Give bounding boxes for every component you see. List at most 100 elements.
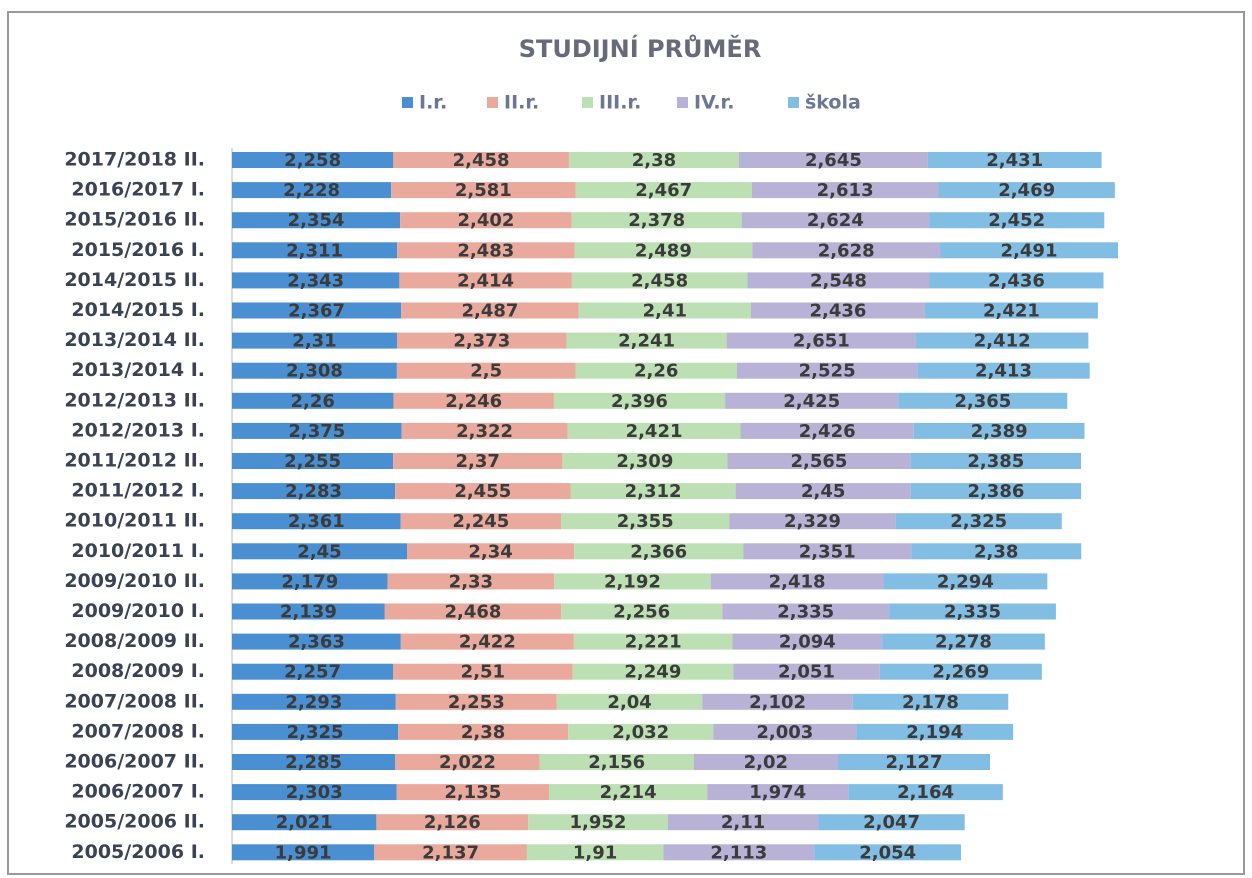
data-label: 2,294 xyxy=(937,571,994,592)
data-label: 1,952 xyxy=(570,812,627,833)
data-label: 2,335 xyxy=(777,602,834,623)
bar-segment xyxy=(741,212,930,229)
bar-segment xyxy=(232,332,398,349)
data-label: 2,418 xyxy=(769,571,826,592)
bar-segment xyxy=(396,784,550,801)
data-label: 2,022 xyxy=(439,752,496,773)
data-label: 2,373 xyxy=(453,331,510,352)
data-label: 2,628 xyxy=(818,240,875,261)
y-tick-label: 2008/2009 II. xyxy=(64,630,205,652)
data-label: 2,458 xyxy=(631,270,688,291)
y-tick-label: 2013/2014 I. xyxy=(71,359,205,381)
legend-label: I.r. xyxy=(419,92,447,114)
data-label: 2,436 xyxy=(988,270,1045,291)
data-label: 2,422 xyxy=(459,632,516,653)
bar-segment xyxy=(911,543,1082,560)
data-label: 2,309 xyxy=(616,451,673,472)
data-label: 2,458 xyxy=(453,150,510,171)
data-label: 2,257 xyxy=(284,662,341,683)
bar-segment xyxy=(924,302,1098,319)
legend-label: II.r. xyxy=(504,92,539,114)
bar-segment xyxy=(376,814,529,831)
bar-segment xyxy=(693,754,839,770)
bar-segment xyxy=(736,362,918,379)
bar-segment xyxy=(743,543,912,560)
data-label: 2,51 xyxy=(461,662,505,683)
bar-segment xyxy=(722,603,890,620)
data-label: 2,246 xyxy=(445,391,502,412)
y-tick-label: 2017/2018 II. xyxy=(64,149,205,171)
data-label: 2,032 xyxy=(612,722,669,743)
data-label: 2,312 xyxy=(625,481,682,502)
bar-segment xyxy=(561,603,723,620)
bar-segment xyxy=(571,272,748,289)
bar-segment xyxy=(397,242,575,259)
chart-title: STUDIJNÍ PRŮMĚR xyxy=(519,33,762,63)
data-label: 1,991 xyxy=(275,842,332,863)
data-label: 2,33 xyxy=(449,571,493,592)
bar-segment xyxy=(562,453,728,469)
y-tick-label: 2014/2015 II. xyxy=(64,269,205,291)
data-label: 2,34 xyxy=(468,541,512,562)
data-label: 2,245 xyxy=(452,511,509,532)
bar-segment xyxy=(889,603,1056,620)
legend-swatch xyxy=(677,97,688,108)
data-label: 2,228 xyxy=(283,180,340,201)
bar-segment xyxy=(400,633,574,650)
data-label: 2,525 xyxy=(799,361,856,382)
bar-segment xyxy=(725,392,899,409)
bar-segment xyxy=(738,152,928,168)
bar-segment xyxy=(232,663,394,680)
y-tick-label: 2015/2016 I. xyxy=(71,239,205,261)
y-tick-label: 2005/2006 I. xyxy=(71,841,205,863)
data-label: 2,5 xyxy=(470,361,502,382)
data-label: 2,303 xyxy=(286,782,343,803)
bar-segment xyxy=(927,152,1102,168)
bar-segment xyxy=(814,844,962,861)
data-label: 2,45 xyxy=(801,481,845,502)
bar-segment xyxy=(570,483,736,500)
bar-segment xyxy=(879,663,1042,680)
data-label: 2,385 xyxy=(967,451,1024,472)
data-label: 2,351 xyxy=(799,541,856,562)
bar-segment xyxy=(232,814,377,831)
y-tick-label: 2010/2011 II. xyxy=(64,510,205,532)
data-label: 2,386 xyxy=(967,481,1024,502)
y-tick-label: 2009/2010 I. xyxy=(71,600,205,622)
bar-segment xyxy=(232,633,401,650)
y-tick-label: 2006/2007 I. xyxy=(71,781,205,803)
bar-segment xyxy=(910,453,1081,469)
y-tick-label: 2011/2012 II. xyxy=(64,450,205,472)
bar-segment xyxy=(232,483,396,500)
bar-segment xyxy=(575,182,752,199)
bar-segment xyxy=(567,422,741,439)
y-tick-label: 2016/2017 I. xyxy=(71,179,205,201)
bar-segment xyxy=(726,332,917,349)
data-label: 2,414 xyxy=(457,270,514,291)
bar-segment xyxy=(232,453,394,469)
data-label: 2,192 xyxy=(604,571,661,592)
data-label: 2,194 xyxy=(906,722,963,743)
bar-segment xyxy=(574,543,744,560)
bar-segment xyxy=(929,272,1104,289)
data-label: 2,363 xyxy=(288,632,345,653)
bar-segment xyxy=(750,302,925,319)
data-label: 2,293 xyxy=(285,692,342,713)
data-label: 2,483 xyxy=(457,240,514,261)
bar-segment xyxy=(852,693,1009,710)
bar-segment xyxy=(526,844,664,861)
bar-segment xyxy=(401,302,579,319)
y-tick-label: 2010/2011 I. xyxy=(71,540,205,562)
data-label: 2,164 xyxy=(897,782,954,803)
bar-segment xyxy=(232,242,398,259)
y-tick-label: 2014/2015 I. xyxy=(71,299,205,321)
legend-swatch xyxy=(487,97,498,108)
bar-segment xyxy=(663,844,815,861)
data-label: 2,113 xyxy=(710,842,767,863)
data-label: 2,412 xyxy=(974,331,1031,352)
data-label: 2,421 xyxy=(983,301,1040,322)
y-tick-label: 2008/2009 I. xyxy=(71,660,205,682)
bar-segment xyxy=(568,723,714,740)
bar-segment xyxy=(232,152,394,168)
